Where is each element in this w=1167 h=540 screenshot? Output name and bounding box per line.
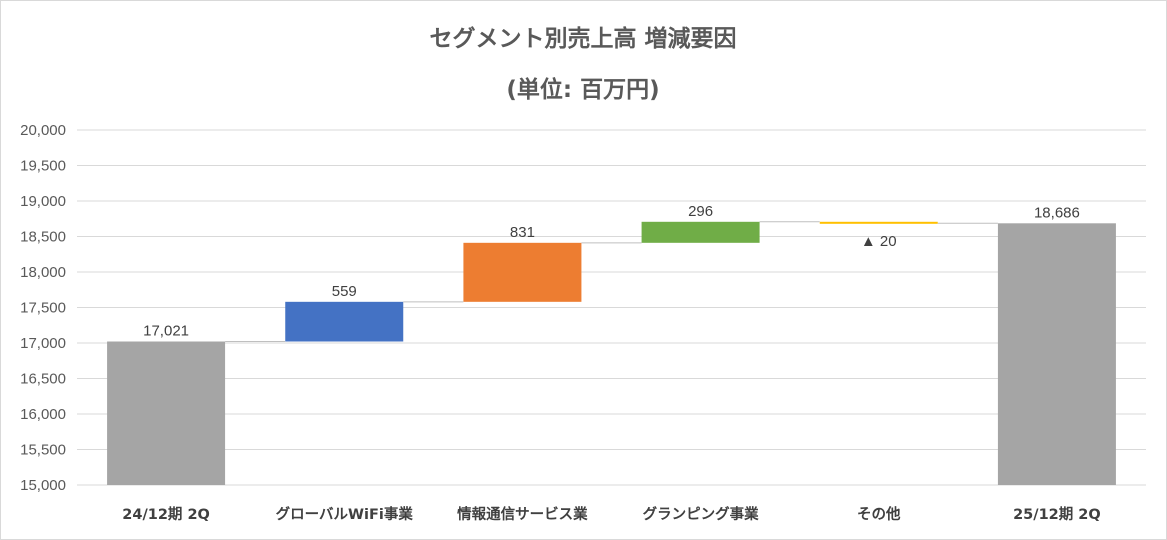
x-category-label: 24/12期 2Q bbox=[122, 505, 210, 523]
data-label: 18,686 bbox=[1034, 204, 1080, 221]
bar bbox=[107, 341, 226, 485]
y-tick-label: 17,000 bbox=[20, 335, 66, 352]
y-tick-label: 20,000 bbox=[20, 122, 66, 139]
y-tick-label: 16,500 bbox=[20, 371, 66, 388]
bar bbox=[285, 301, 404, 342]
bar bbox=[819, 221, 938, 224]
data-label: 296 bbox=[688, 203, 713, 220]
x-category-label: 情報通信サービス業 bbox=[457, 505, 588, 523]
data-label: 831 bbox=[510, 224, 535, 241]
data-label: 17,021 bbox=[143, 323, 189, 340]
y-tick-label: 19,000 bbox=[20, 193, 66, 210]
bar bbox=[463, 242, 582, 302]
connectors bbox=[225, 221, 998, 343]
chart-title: セグメント別売上高 増減要因 bbox=[429, 25, 736, 52]
bar bbox=[997, 223, 1116, 485]
y-tick-label: 17,500 bbox=[20, 300, 66, 317]
x-axis: 24/12期 2Q グローバルWiFi事業 情報通信サービス業 グランピング事業 その他… bbox=[122, 505, 1100, 523]
y-tick-label: 16,000 bbox=[20, 406, 66, 423]
y-tick-label: 15,500 bbox=[20, 442, 66, 459]
bars bbox=[107, 221, 1116, 485]
y-tick-label: 18,000 bbox=[20, 264, 66, 281]
data-label: ▲ 20 bbox=[861, 233, 897, 250]
x-category-label: 25/12期 2Q bbox=[1013, 505, 1101, 523]
bar bbox=[641, 221, 760, 243]
y-tick-label: 18,500 bbox=[20, 229, 66, 246]
y-axis: 20,000 19,500 19,000 18,500 18,000 17,500 17,0… bbox=[20, 122, 66, 494]
x-category-label: グローバルWiFi事業 bbox=[276, 505, 414, 523]
gridlines bbox=[77, 129, 1146, 486]
data-labels: 17,021 559 831 296 ▲ 20 18,686 bbox=[143, 203, 1080, 340]
x-category-label: その他 bbox=[857, 505, 901, 523]
data-label: 559 bbox=[332, 283, 357, 300]
y-tick-label: 15,000 bbox=[20, 477, 66, 494]
x-category-label: グランピング事業 bbox=[643, 505, 759, 523]
chart-subtitle: (単位: 百万円) bbox=[506, 76, 659, 103]
y-tick-label: 19,500 bbox=[20, 158, 66, 175]
